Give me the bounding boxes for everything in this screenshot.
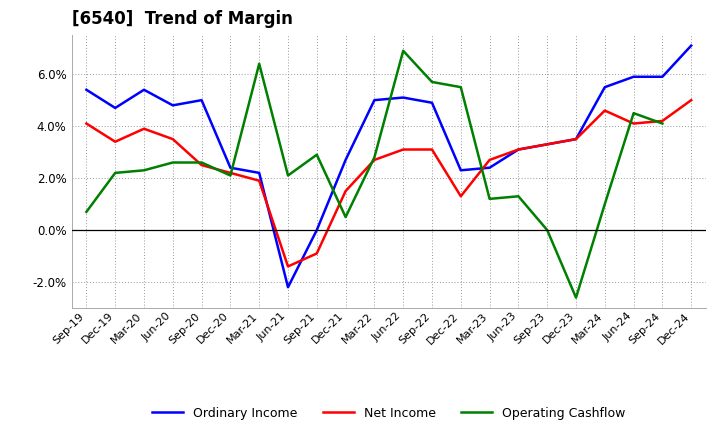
Operating Cashflow <box>629 110 638 116</box>
Ordinary Income <box>312 227 321 233</box>
Ordinary Income <box>399 95 408 100</box>
Net Income <box>629 121 638 126</box>
Operating Cashflow <box>485 196 494 202</box>
Net Income <box>312 251 321 256</box>
Net Income <box>485 157 494 162</box>
Ordinary Income <box>370 98 379 103</box>
Net Income <box>399 147 408 152</box>
Operating Cashflow <box>370 155 379 160</box>
Ordinary Income <box>572 136 580 142</box>
Ordinary Income <box>140 87 148 92</box>
Line: Operating Cashflow: Operating Cashflow <box>86 51 662 297</box>
Net Income <box>600 108 609 113</box>
Operating Cashflow <box>312 152 321 158</box>
Ordinary Income <box>428 100 436 106</box>
Operating Cashflow <box>514 194 523 199</box>
Ordinary Income <box>600 84 609 90</box>
Net Income <box>197 162 206 168</box>
Ordinary Income <box>341 157 350 162</box>
Operating Cashflow <box>341 214 350 220</box>
Net Income <box>341 188 350 194</box>
Operating Cashflow <box>428 79 436 84</box>
Net Income <box>572 136 580 142</box>
Ordinary Income <box>629 74 638 79</box>
Ordinary Income <box>485 165 494 170</box>
Ordinary Income <box>456 168 465 173</box>
Operating Cashflow <box>168 160 177 165</box>
Net Income <box>82 121 91 126</box>
Net Income <box>226 170 235 176</box>
Net Income <box>687 98 696 103</box>
Ordinary Income <box>514 147 523 152</box>
Operating Cashflow <box>456 84 465 90</box>
Ordinary Income <box>687 43 696 48</box>
Ordinary Income <box>255 170 264 176</box>
Operating Cashflow <box>399 48 408 53</box>
Ordinary Income <box>168 103 177 108</box>
Operating Cashflow <box>658 121 667 126</box>
Line: Net Income: Net Income <box>86 100 691 267</box>
Operating Cashflow <box>197 160 206 165</box>
Operating Cashflow <box>111 170 120 176</box>
Net Income <box>168 136 177 142</box>
Net Income <box>514 147 523 152</box>
Operating Cashflow <box>226 173 235 178</box>
Net Income <box>658 118 667 124</box>
Operating Cashflow <box>82 209 91 215</box>
Net Income <box>428 147 436 152</box>
Operating Cashflow <box>284 173 292 178</box>
Text: [6540]  Trend of Margin: [6540] Trend of Margin <box>72 10 293 28</box>
Operating Cashflow <box>140 168 148 173</box>
Ordinary Income <box>543 142 552 147</box>
Line: Ordinary Income: Ordinary Income <box>86 46 691 287</box>
Operating Cashflow <box>255 61 264 66</box>
Net Income <box>370 157 379 162</box>
Ordinary Income <box>658 74 667 79</box>
Ordinary Income <box>226 165 235 170</box>
Net Income <box>456 194 465 199</box>
Ordinary Income <box>111 105 120 110</box>
Legend: Ordinary Income, Net Income, Operating Cashflow: Ordinary Income, Net Income, Operating C… <box>147 402 631 425</box>
Ordinary Income <box>82 87 91 92</box>
Net Income <box>255 178 264 183</box>
Operating Cashflow <box>572 295 580 300</box>
Operating Cashflow <box>543 227 552 233</box>
Net Income <box>543 142 552 147</box>
Net Income <box>140 126 148 132</box>
Net Income <box>284 264 292 269</box>
Ordinary Income <box>197 98 206 103</box>
Net Income <box>111 139 120 144</box>
Operating Cashflow <box>600 202 609 207</box>
Ordinary Income <box>284 285 292 290</box>
